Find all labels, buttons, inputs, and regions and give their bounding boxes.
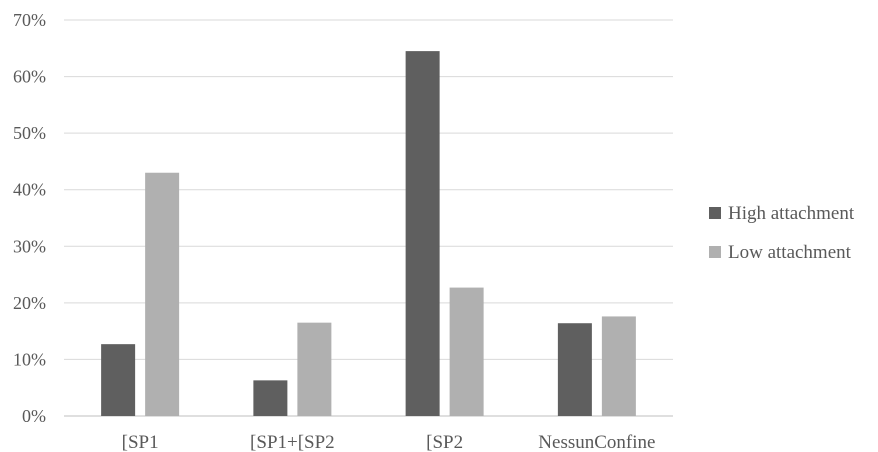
x-category-label: [SP1+[SP2 <box>250 432 335 452</box>
legend-swatch <box>709 246 721 258</box>
y-tick-label: 60% <box>13 67 46 87</box>
y-axis-tick-labels: 0% 10% 20% 30% 40% 50% 60% 70% <box>13 10 46 426</box>
x-category-label: [SP2 <box>426 432 463 452</box>
bar-low-attachment <box>601 316 636 416</box>
y-tick-label: 0% <box>22 406 46 426</box>
legend-swatch <box>709 207 721 219</box>
bars <box>101 51 636 416</box>
legend-label: Low attachment <box>728 242 852 263</box>
y-tick-label: 30% <box>13 236 46 256</box>
y-tick-label: 50% <box>13 123 46 143</box>
bar-low-attachment <box>145 172 180 416</box>
y-tick-label: 20% <box>13 293 46 313</box>
bar-low-attachment <box>449 287 484 416</box>
legend: High attachment Low attachment <box>709 203 855 263</box>
bar-high-attachment <box>253 380 288 416</box>
bar-low-attachment <box>297 322 332 416</box>
bar-high-attachment <box>557 323 592 416</box>
bar-high-attachment <box>101 344 136 416</box>
legend-label: High attachment <box>728 203 855 224</box>
x-axis-category-labels: [SP1 [SP1+[SP2 [SP2 NessunConfine <box>122 432 656 452</box>
y-tick-label: 10% <box>13 349 46 369</box>
y-tick-label: 40% <box>13 180 46 200</box>
bar-high-attachment <box>405 51 440 416</box>
y-tick-label: 70% <box>13 10 46 30</box>
x-category-label: NessunConfine <box>538 432 655 452</box>
x-category-label: [SP1 <box>122 432 159 452</box>
